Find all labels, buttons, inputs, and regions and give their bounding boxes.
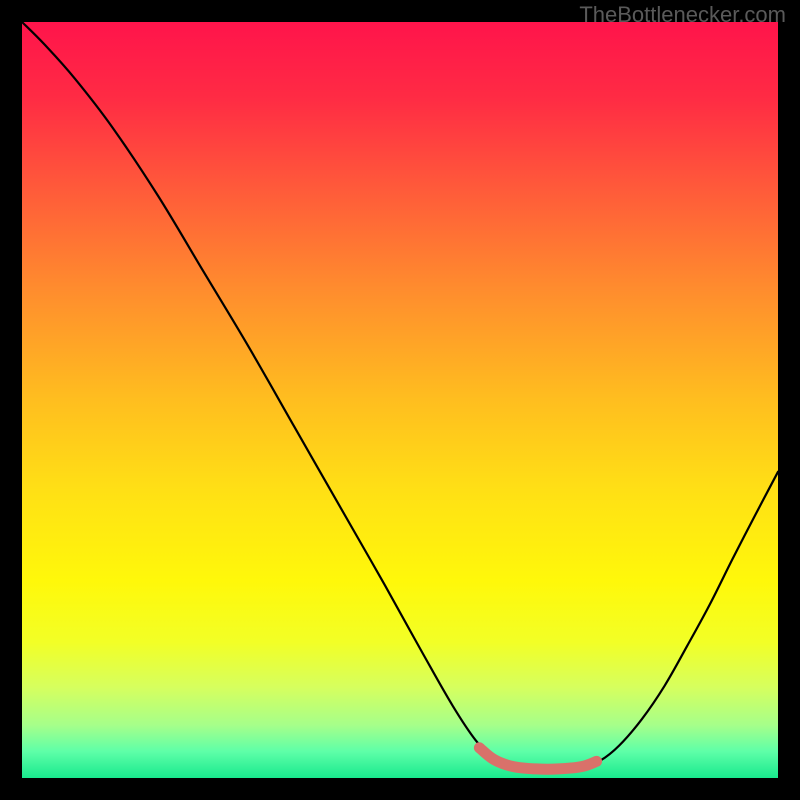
plot-area (22, 22, 778, 778)
optimal-range-marker (479, 748, 596, 769)
watermark-text: TheBottlenecker.com (579, 2, 786, 28)
chart-svg (22, 22, 778, 778)
bottleneck-curve (22, 22, 778, 771)
chart-container: TheBottlenecker.com (0, 0, 800, 800)
